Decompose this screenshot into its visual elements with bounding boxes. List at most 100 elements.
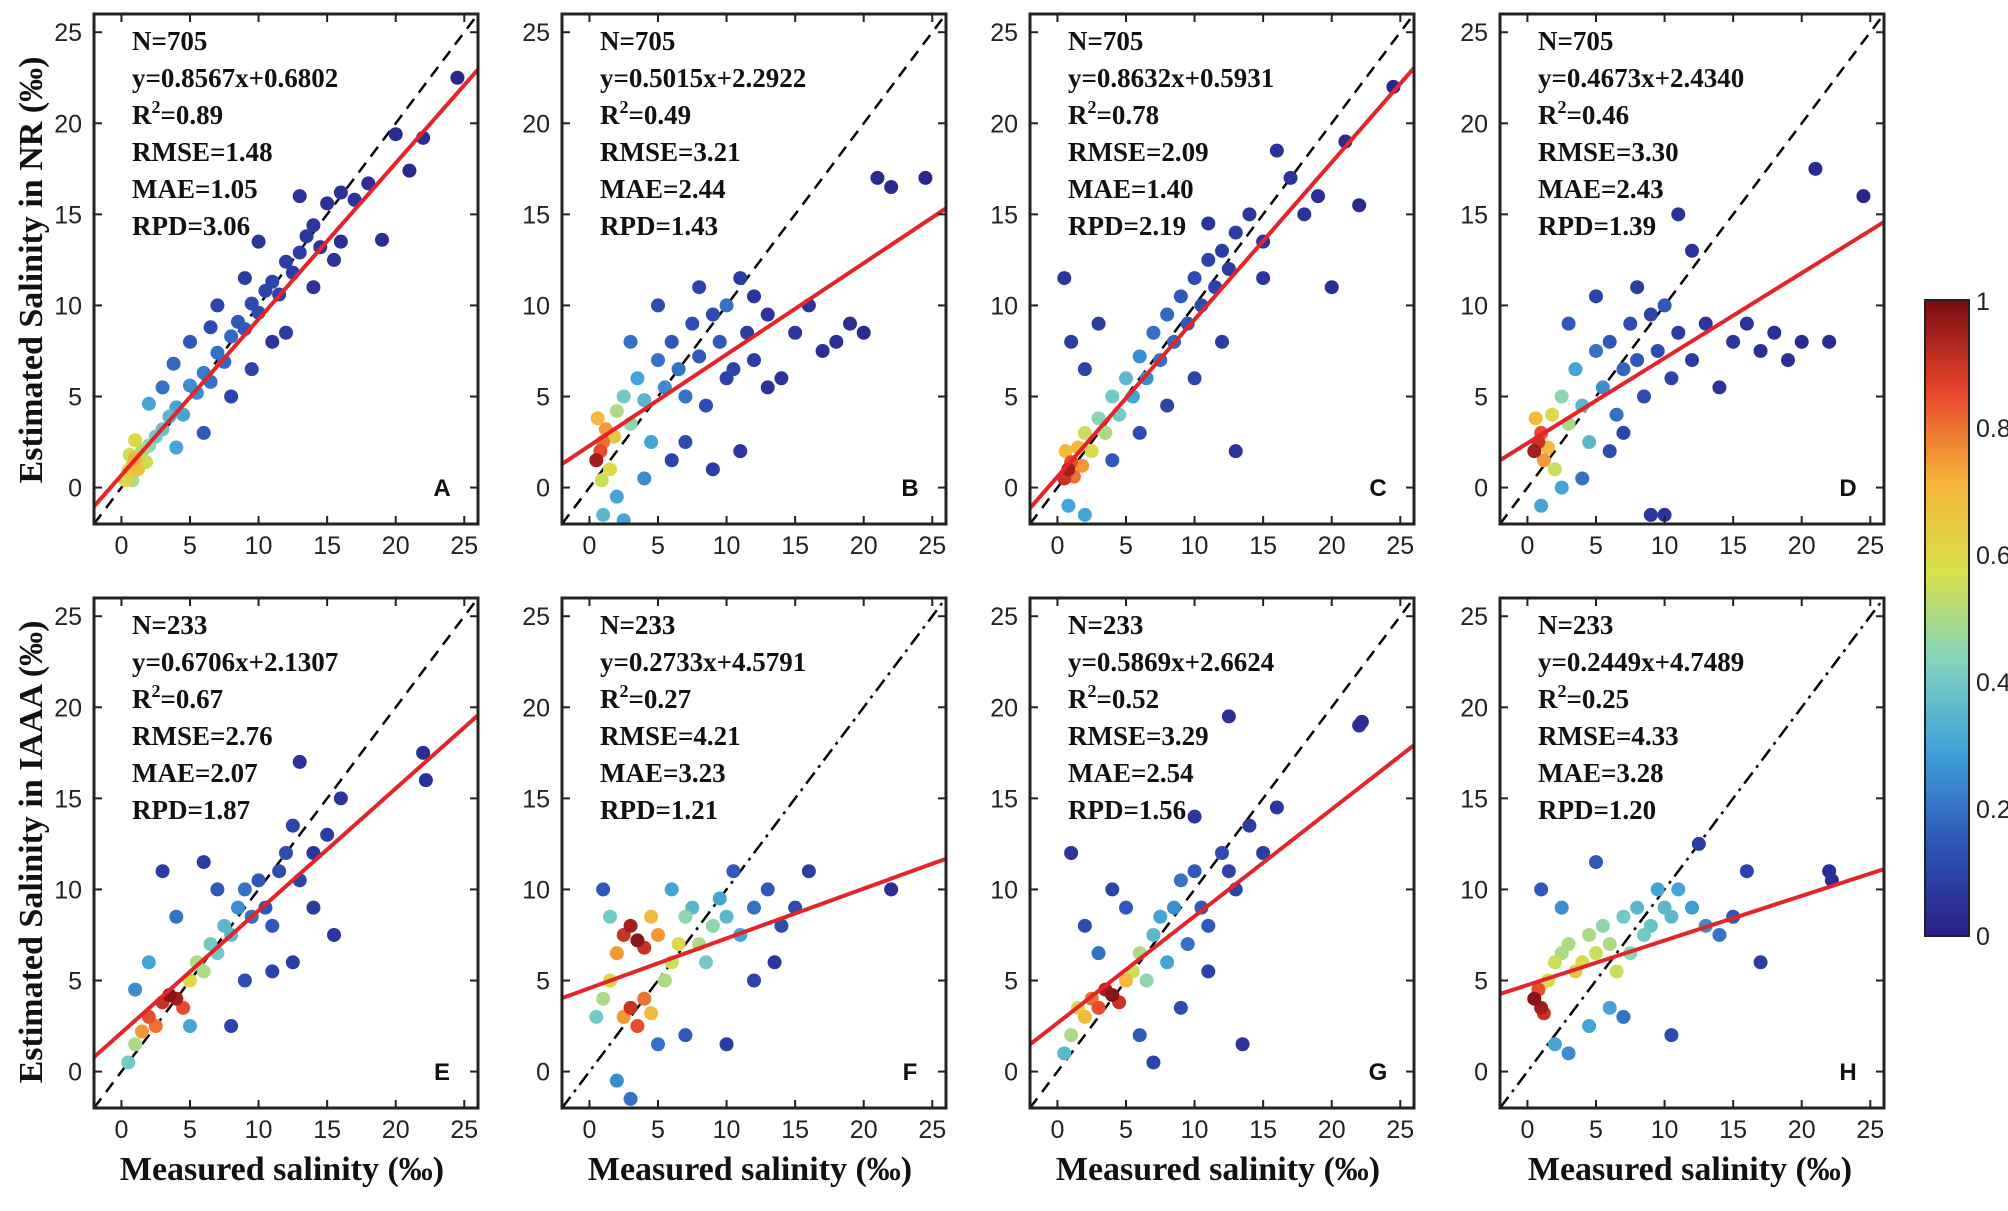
scatter-point [265, 334, 280, 349]
scatter-point [594, 473, 609, 488]
y-tick-label: 15 [54, 785, 82, 813]
scatter-point [596, 507, 611, 522]
x-axis-title-2: Measured salinity (‰) [588, 1151, 912, 1188]
x-tick-label: 25 [1386, 532, 1414, 560]
x-tick-label: 10 [713, 1116, 741, 1144]
scatter-point [292, 245, 307, 260]
scatter-point [169, 909, 184, 924]
scatter-point [1173, 1000, 1188, 1015]
scatter-point [1215, 846, 1229, 860]
stat-line: RPD=1.21 [600, 795, 718, 825]
y-tick-label: 25 [990, 603, 1018, 631]
stat-line: N=233 [1538, 610, 1613, 640]
row-label-nr: Estimated Salinity in NR (‰) [13, 57, 50, 484]
scatter-point [1091, 316, 1106, 331]
panel-d: 0 0 5 5 10 10 15 15 20 20 25 25 N=705 y=0.4673x+2.434… [1460, 12, 1886, 560]
scatter-point [712, 334, 727, 349]
y-tick-label: 10 [1460, 876, 1488, 904]
stat-line: RPD=1.43 [600, 211, 718, 241]
scatter-point [1215, 334, 1229, 349]
scatter-point [1075, 458, 1090, 473]
scatter-point [1064, 846, 1079, 860]
scatter-point [299, 229, 314, 244]
scatter-point [1215, 243, 1229, 258]
scatter-point [603, 462, 617, 477]
x-tick-label: 20 [382, 1116, 410, 1144]
scatter-point [829, 334, 844, 349]
scatter-point [1671, 882, 1686, 897]
scatter-point [651, 298, 665, 313]
scatter-point [183, 1019, 197, 1034]
scatter-point [1630, 280, 1645, 295]
scatter-point [1132, 349, 1147, 364]
y-tick-label: 5 [1004, 968, 1018, 996]
fit-line [94, 713, 478, 1059]
scatter-point [1061, 498, 1076, 513]
scatter-point [1534, 882, 1549, 897]
x-tick-label: 25 [1856, 1116, 1884, 1144]
scatter-point [1643, 507, 1658, 522]
scatter-point [1201, 964, 1216, 979]
y-tick-label: 10 [990, 876, 1018, 904]
stat-line: y=0.5869x+2.6624 [1068, 647, 1274, 677]
scatter-point [1228, 225, 1243, 240]
stat-line: RPD=1.87 [132, 795, 250, 825]
x-tick-label: 5 [1119, 532, 1133, 560]
y-tick-label: 0 [1004, 475, 1018, 503]
x-tick-label: 20 [1318, 532, 1346, 560]
scatter-point [1311, 189, 1325, 204]
scatter-point [630, 1019, 645, 1034]
scatter-point [623, 1000, 638, 1015]
scatter-point [1554, 389, 1569, 404]
fit-line [94, 68, 478, 508]
scatter-point [265, 918, 280, 933]
scatter-point [1822, 334, 1837, 349]
points-group [1527, 161, 1871, 522]
scatter-point [760, 307, 775, 322]
scatter-point [1173, 873, 1188, 888]
scatter-point [231, 900, 245, 915]
scatter-point [1201, 252, 1216, 267]
scatter-point [292, 189, 307, 204]
stat-line: RMSE=3.29 [1068, 721, 1209, 751]
scatter-point [1685, 243, 1699, 258]
scatter-point [1856, 189, 1871, 204]
scatter-point [418, 773, 433, 788]
scatter-point [1616, 425, 1631, 440]
scatter-point [155, 380, 170, 395]
scatter-point [1058, 444, 1073, 459]
stat-line: RPD=1.39 [1538, 211, 1656, 241]
scatter-point [306, 218, 321, 233]
scatter-point [1146, 927, 1161, 942]
x-axis-title-3: Measured salinity (‰) [1056, 1151, 1380, 1188]
stat-line: RMSE=2.76 [132, 721, 273, 751]
scatter-point [651, 353, 665, 368]
scatter-point [630, 933, 645, 948]
x-tick-label: 15 [1249, 1116, 1277, 1144]
scatter-point [1057, 1046, 1072, 1061]
scatter-point [1187, 809, 1202, 824]
stat-line: y=0.4673x+2.4340 [1538, 63, 1744, 93]
scatter-point [450, 70, 465, 85]
scatter-point [644, 909, 659, 924]
scatter-point [1671, 325, 1686, 340]
scatter-point [1657, 507, 1672, 522]
colorbar-bar [1924, 299, 1970, 937]
scatter-point [1167, 900, 1181, 915]
scatter-point [1146, 325, 1161, 340]
panel-h: 0 0 5 5 10 10 15 15 20 20 25 25 N=233 y=0.2449x+4.748… [1460, 596, 1886, 1144]
scatter-point [699, 398, 713, 413]
scatter-point [884, 180, 899, 195]
scatter-point [1228, 444, 1243, 459]
scatter-point [1545, 407, 1560, 422]
scatter-point [375, 232, 389, 247]
scatter-point [856, 325, 871, 340]
scatter-point [1547, 462, 1562, 477]
x-tick-label: 10 [245, 532, 273, 560]
y-tick-label: 20 [990, 694, 1018, 722]
scatter-point [1146, 1055, 1161, 1070]
x-tick-label: 15 [313, 1116, 341, 1144]
y-tick-label: 25 [54, 19, 82, 47]
scatter-point [623, 334, 638, 349]
